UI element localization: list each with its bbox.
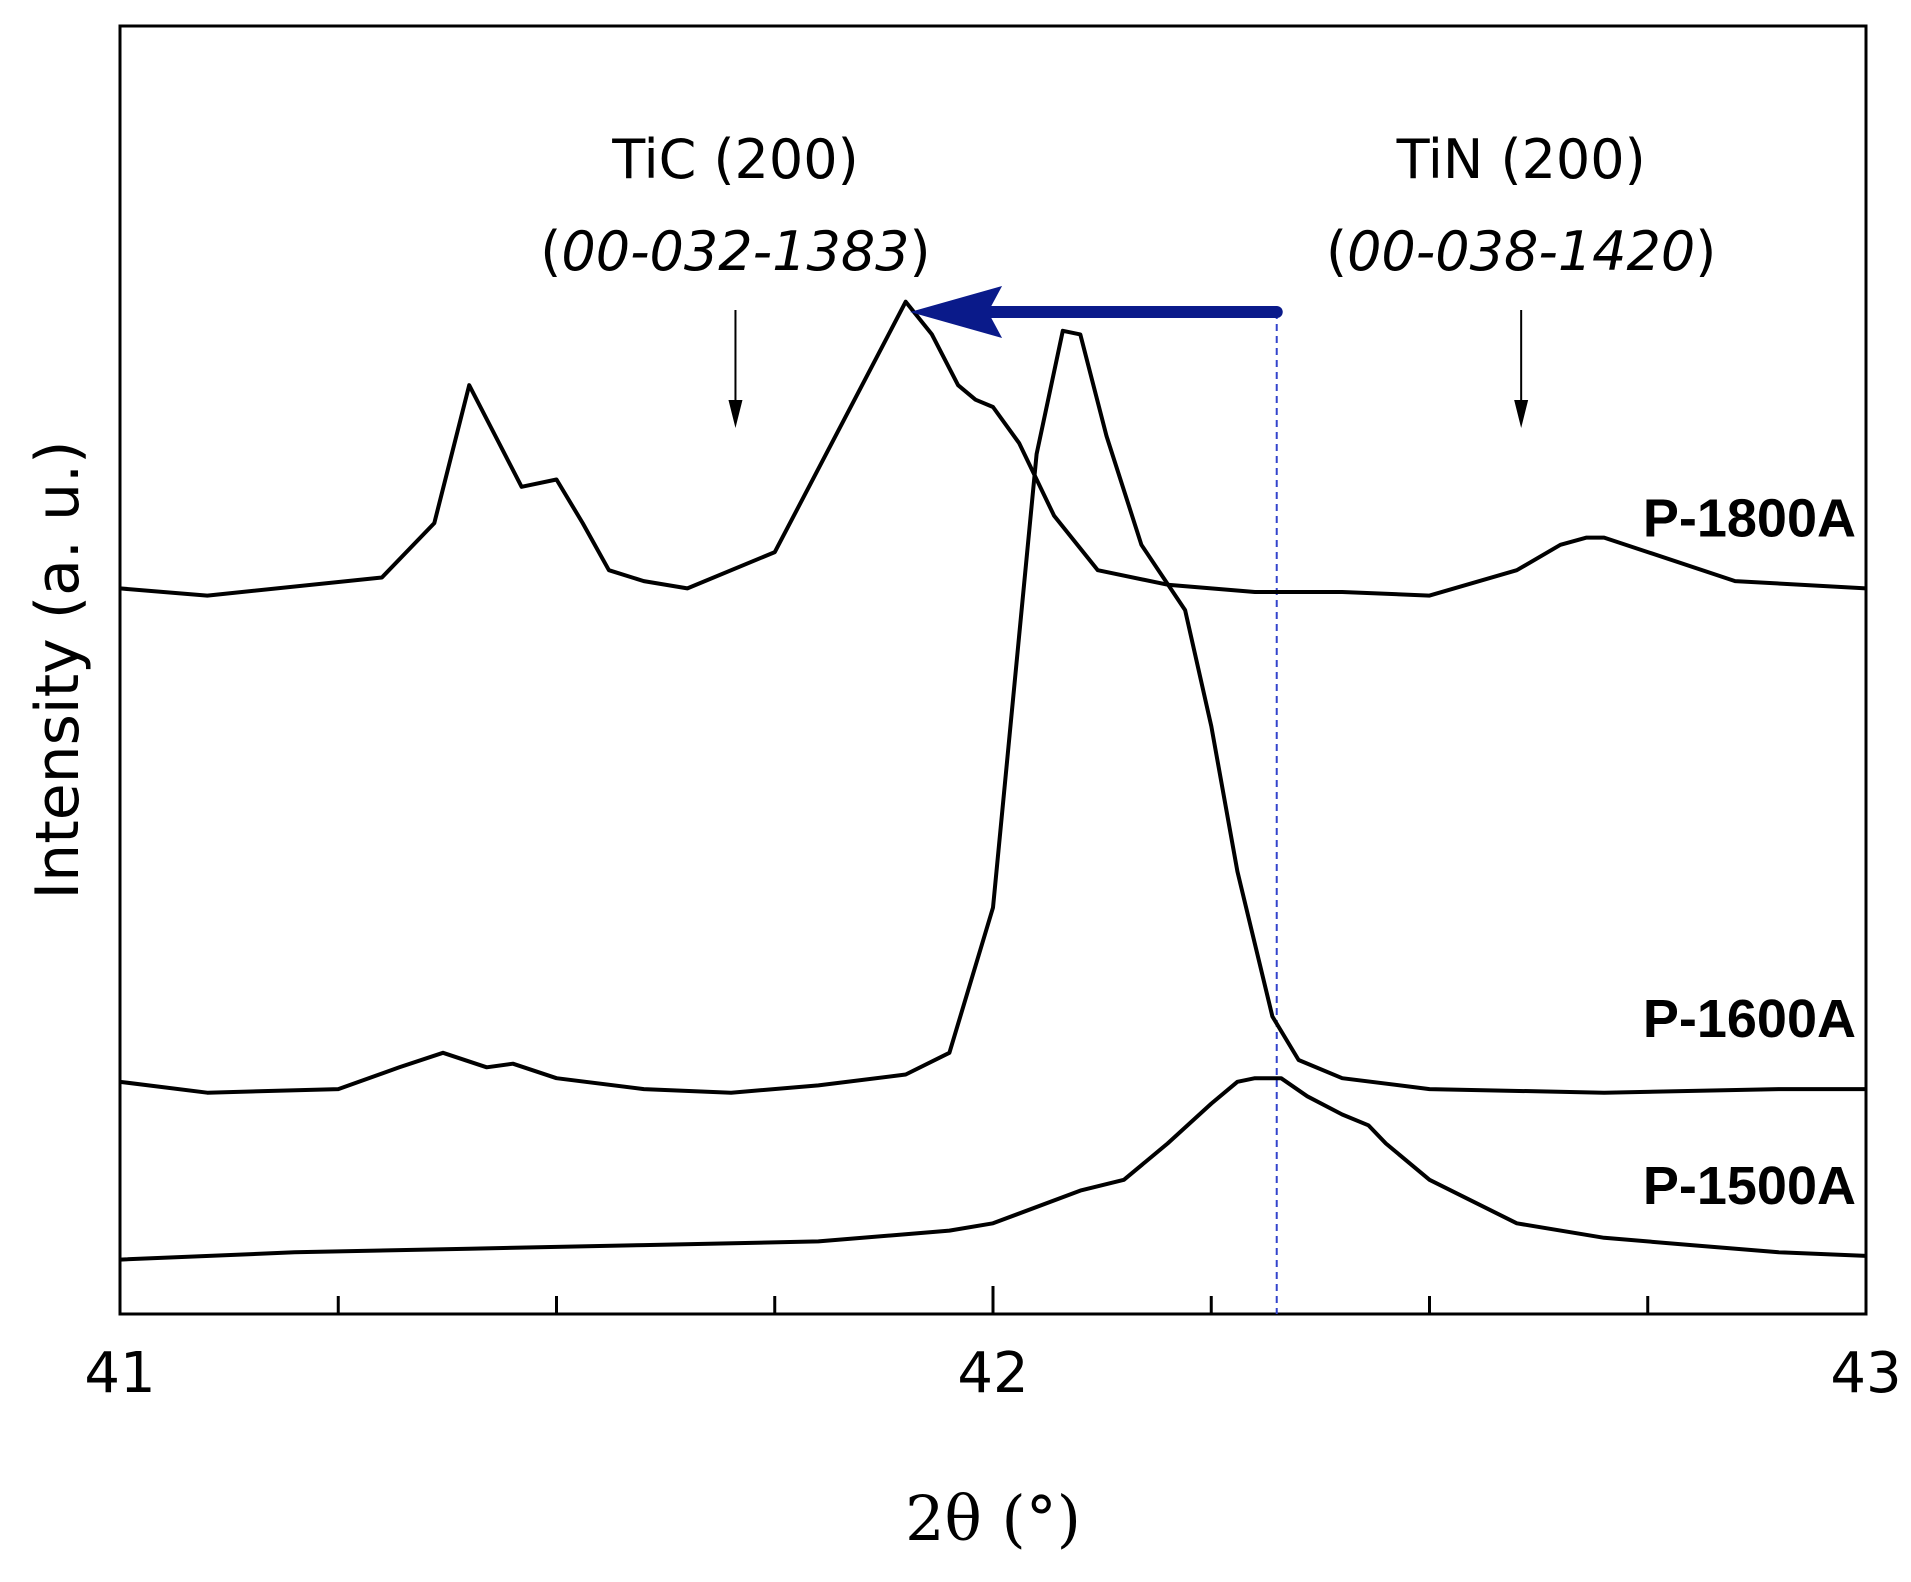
series-line-p-1800a [120,299,1866,598]
x-axis-tick-labels: 41 42 43 [84,1341,1901,1406]
annotation-tin-arrow-head [1514,400,1529,428]
peak-shift-arrow-group [910,286,1283,338]
shift-arrow-head [910,286,1003,338]
phase-annotations: TiC (200) (00-032-1383) TiN (200) (00-038-1… [540,128,1716,428]
series-line-p-1500a [120,1076,1866,1262]
series-label-p-1500a: P-1500A [1643,1156,1856,1216]
annotation-tic-ref: (00-032-1383) [540,220,930,283]
x-tick-label: 42 [957,1341,1028,1406]
y-axis-title: Intensity (a. u.) [23,440,93,899]
x-axis-ticks [118,1286,1868,1314]
x-axis-title: 2θ (°) [905,1482,1081,1555]
annotation-tin-ref: (00-038-1420) [1326,220,1716,283]
series-label-p-1800a: P-1800A [1643,488,1856,548]
series-group [120,299,1866,1262]
series-labels: P-1800A P-1600A P-1500A [1643,488,1856,1216]
annotation-tic-arrow-head [728,400,743,428]
series-line-p-1600a [120,328,1866,1095]
series-label-p-1600a: P-1600A [1643,989,1856,1049]
x-tick-label: 41 [84,1341,155,1406]
x-tick-label: 43 [1830,1341,1901,1406]
annotation-tin-label: TiN (200) [1396,128,1646,191]
annotation-tic-label: TiC (200) [611,128,858,191]
